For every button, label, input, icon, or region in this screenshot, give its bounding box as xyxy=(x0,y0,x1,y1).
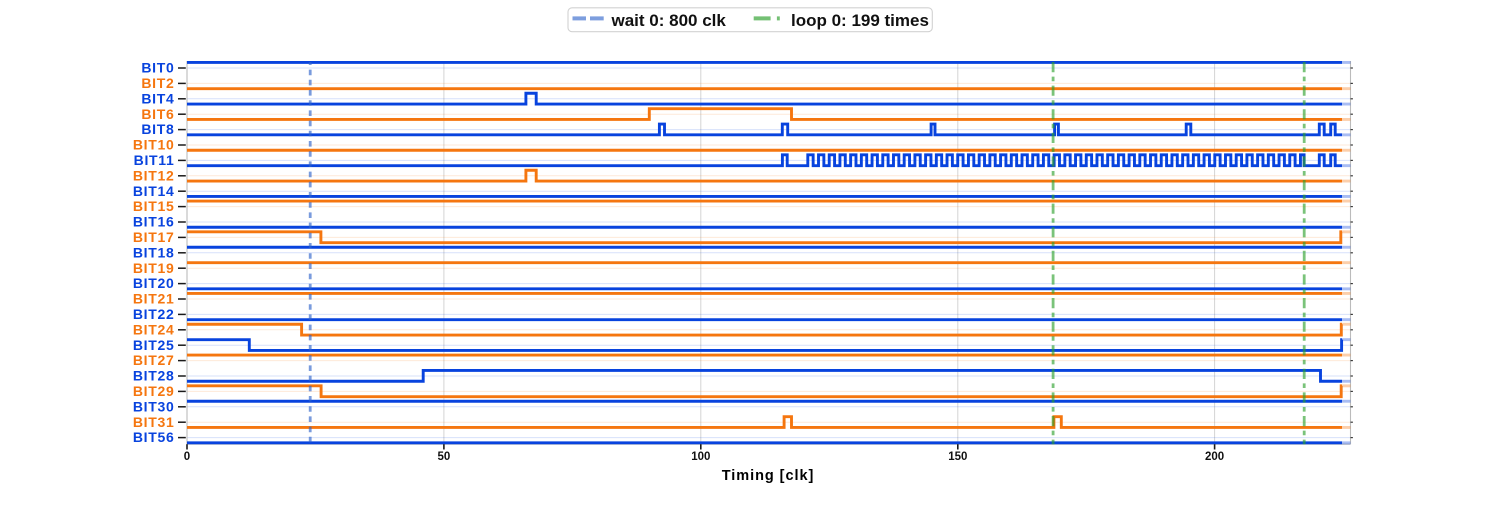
svg-text:BIT2: BIT2 xyxy=(141,75,174,91)
svg-text:BIT14: BIT14 xyxy=(133,183,175,199)
svg-text:BIT19: BIT19 xyxy=(133,260,175,276)
svg-text:Timing [clk]: Timing [clk] xyxy=(722,468,815,484)
svg-text:loop 0: 199 times: loop 0: 199 times xyxy=(791,11,929,30)
svg-text:BIT16: BIT16 xyxy=(133,214,175,230)
svg-text:BIT20: BIT20 xyxy=(133,275,175,291)
svg-text:BIT8: BIT8 xyxy=(141,121,174,137)
svg-text:BIT27: BIT27 xyxy=(133,352,175,368)
svg-text:BIT17: BIT17 xyxy=(133,229,175,245)
svg-text:BIT15: BIT15 xyxy=(133,198,175,214)
svg-text:BIT25: BIT25 xyxy=(133,337,175,353)
svg-text:BIT28: BIT28 xyxy=(133,368,175,384)
svg-text:BIT29: BIT29 xyxy=(133,383,175,399)
svg-text:100: 100 xyxy=(691,451,710,463)
svg-text:BIT30: BIT30 xyxy=(133,398,175,414)
svg-text:BIT10: BIT10 xyxy=(133,137,175,153)
svg-text:200: 200 xyxy=(1205,451,1224,463)
svg-text:BIT11: BIT11 xyxy=(134,152,175,168)
svg-text:BIT6: BIT6 xyxy=(141,106,174,122)
svg-text:wait 0: 800 clk: wait 0: 800 clk xyxy=(611,11,727,30)
svg-text:50: 50 xyxy=(438,451,451,463)
svg-text:BIT56: BIT56 xyxy=(133,429,175,445)
svg-text:BIT4: BIT4 xyxy=(141,90,174,106)
svg-text:BIT31: BIT31 xyxy=(133,414,175,430)
svg-text:BIT12: BIT12 xyxy=(133,167,175,183)
svg-text:BIT22: BIT22 xyxy=(133,306,175,322)
svg-text:BIT21: BIT21 xyxy=(133,291,175,307)
svg-text:BIT18: BIT18 xyxy=(133,244,175,260)
svg-text:BIT0: BIT0 xyxy=(141,60,174,76)
svg-text:0: 0 xyxy=(184,451,190,463)
svg-text:150: 150 xyxy=(948,451,967,463)
svg-text:BIT24: BIT24 xyxy=(133,321,175,337)
